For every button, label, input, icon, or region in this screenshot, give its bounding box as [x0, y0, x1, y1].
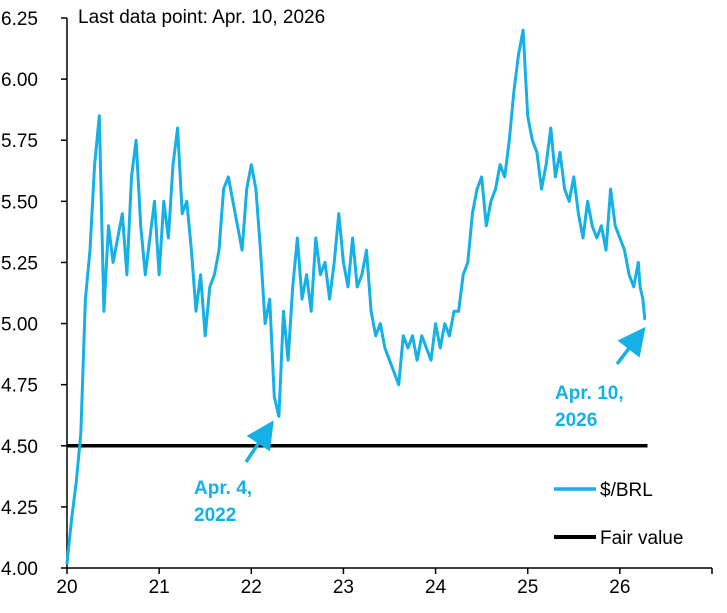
y-tick-group: 4.00 4.25 4.50 4.75 5.00 5.25 5.50 5.75 6.00 6.25: [1, 9, 67, 580]
annotation-label-apr-2026-line2: 2026: [555, 410, 597, 431]
x-tick-label: 26: [609, 577, 630, 598]
y-tick-label: 5.25: [1, 253, 38, 274]
x-tick-label: 25: [517, 577, 538, 598]
chart-note: Last data point: Apr. 10, 2026: [78, 7, 325, 28]
legend-label-fair-value: Fair value: [600, 528, 683, 549]
y-tick-label: 5.00: [1, 315, 38, 336]
y-tick-label: 4.00: [1, 559, 38, 580]
annotation-label-apr-2022-line1: Apr. 4,: [194, 478, 252, 499]
y-tick-label: 5.75: [1, 131, 38, 152]
x-tick-label: 21: [149, 577, 170, 598]
x-tick-label: 24: [425, 577, 447, 598]
x-tick-label: 23: [333, 577, 354, 598]
y-tick-label: 4.25: [1, 498, 38, 519]
x-tick-group: 20 21 22 23 24 25 26: [56, 568, 713, 598]
legend-label-brl: $/BRL: [600, 480, 653, 501]
y-tick-label: 5.50: [1, 192, 38, 213]
x-tick-label: 22: [241, 577, 262, 598]
brl-series-line: [65, 28, 647, 565]
y-tick-label: 6.25: [1, 9, 38, 30]
y-tick-label: 6.00: [1, 70, 38, 91]
annotation-arrow-apr-2026: [615, 326, 646, 366]
annotation-arrow-apr-2022: [244, 420, 274, 463]
y-tick-label: 4.75: [1, 376, 38, 397]
annotation-label-apr-2022-line2: 2022: [194, 505, 236, 526]
y-tick-label: 4.50: [1, 437, 38, 458]
x-tick-label: 20: [56, 577, 77, 598]
annotation-label-apr-2026-line1: Apr. 10,: [555, 383, 624, 404]
